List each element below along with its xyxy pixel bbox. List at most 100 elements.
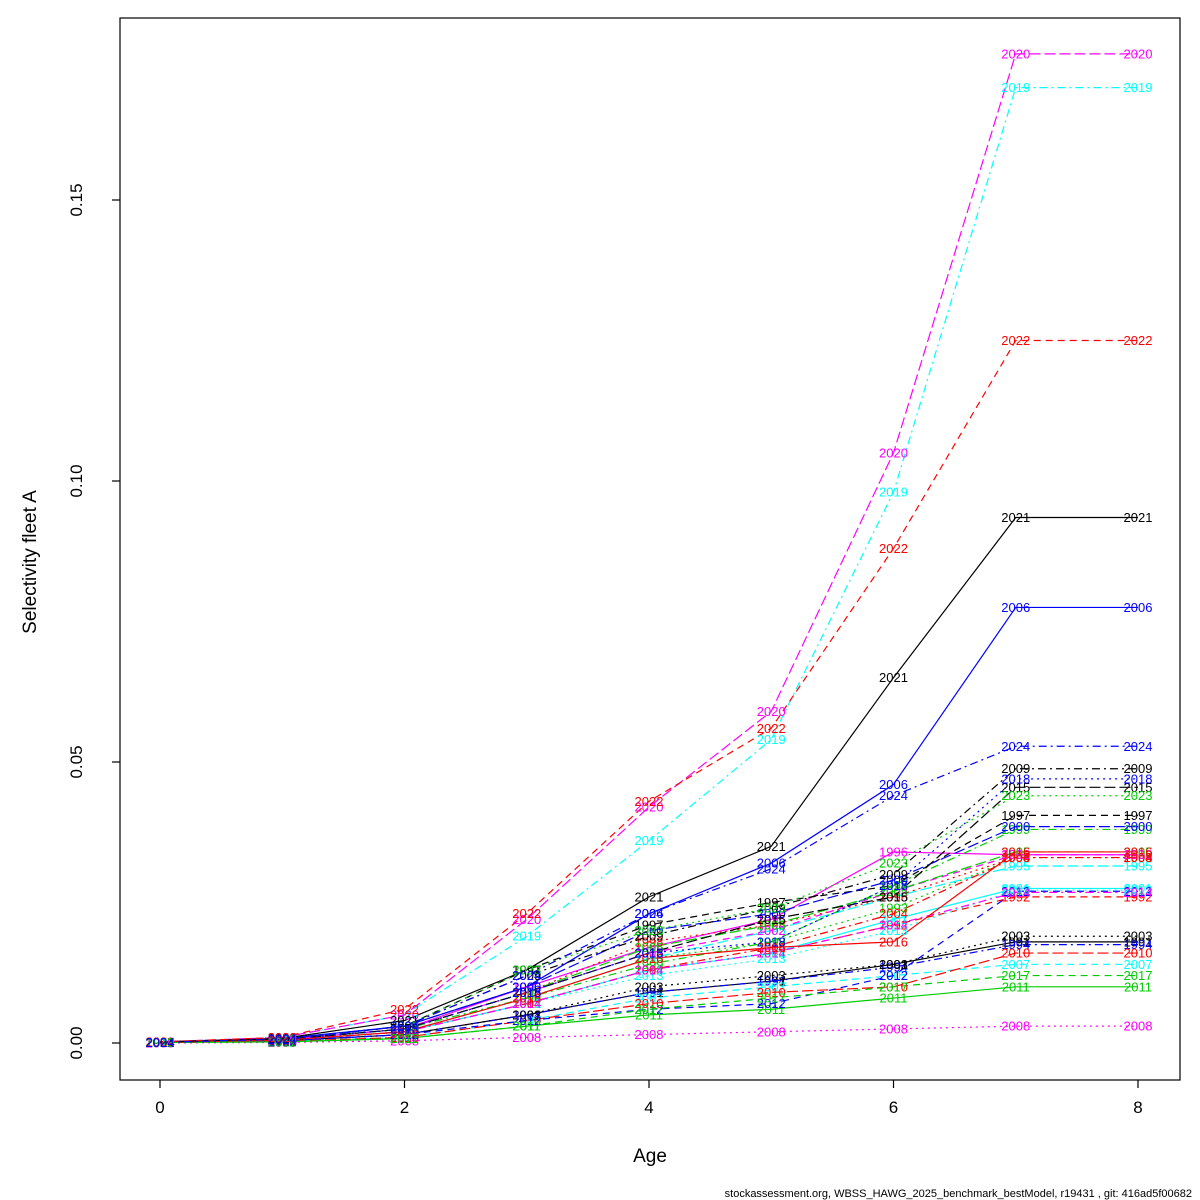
year-point-label-2001: 2001: [268, 1033, 297, 1048]
year-point-label-2004: 2004: [1001, 850, 1030, 865]
year-point-label-2014: 2014: [146, 1035, 175, 1050]
year-point-label-2011: 2011: [146, 1035, 174, 1050]
year-point-label-2014: 2014: [635, 962, 664, 977]
series-line-2000: [159, 826, 1138, 1044]
y-tick-label: 0.00: [67, 1026, 86, 1059]
year-point-label-2013: 2013: [1124, 883, 1153, 898]
year-point-label-2018: 2018: [757, 934, 786, 949]
series-line-2015: [159, 786, 1138, 1044]
year-point-label-1993: 1993: [146, 1035, 175, 1050]
year-point-label-2005: 2005: [390, 1021, 419, 1036]
year-point-label-2015: 2015: [1001, 780, 1030, 795]
year-point-label-2016: 2016: [635, 951, 664, 966]
year-point-label-2003: 2003: [1124, 929, 1153, 944]
year-point-label-2022: 2022: [390, 1002, 419, 1017]
year-point-label-2012: 2012: [879, 968, 908, 983]
year-point-label-1992: 1992: [390, 1024, 419, 1039]
year-point-label-2002: 2002: [512, 985, 541, 1000]
year-point-label-2008: 2008: [268, 1035, 297, 1050]
x-tick-label: 6: [889, 1098, 898, 1117]
year-point-label-2010: 2010: [879, 979, 908, 994]
year-point-label-2007: 2007: [757, 979, 786, 994]
series-line-2017: [159, 974, 1138, 1044]
year-point-label-1998: 1998: [1001, 850, 1030, 865]
year-point-label-1992: 1992: [1124, 889, 1153, 904]
year-point-label-2017: 2017: [635, 1002, 664, 1017]
year-point-label-2020: 2020: [268, 1030, 297, 1045]
x-tick-label: 8: [1133, 1098, 1142, 1117]
year-point-label-2006: 2006: [512, 979, 541, 994]
year-point-label-2006: 2006: [390, 1019, 419, 1034]
year-point-label-2018: 2018: [1001, 771, 1030, 786]
year-point-label-2021: 2021: [879, 670, 908, 685]
year-point-label-2004: 2004: [879, 906, 908, 921]
series-line-2003: [159, 935, 1138, 1044]
year-point-label-2011: 2011: [757, 1002, 785, 1017]
year-point-label-2014: 2014: [1124, 885, 1153, 900]
year-point-label-2010: 2010: [268, 1034, 297, 1049]
year-point-label-2017: 2017: [512, 1019, 541, 1034]
year-point-label-2024: 2024: [879, 788, 908, 803]
year-point-label-2000: 2000: [635, 923, 664, 938]
year-point-label-2002: 2002: [879, 884, 908, 899]
year-point-label-1996: 1996: [146, 1035, 175, 1050]
year-point-label-2024: 2024: [757, 861, 786, 876]
year-point-label-1999: 1999: [268, 1032, 297, 1047]
year-point-label-2023: 2023: [757, 901, 786, 916]
year-point-label-2010: 2010: [757, 985, 786, 1000]
year-point-label-2013: 2013: [390, 1024, 419, 1039]
year-point-label-2007: 2007: [879, 968, 908, 983]
year-point-label-1995: 1995: [390, 1024, 419, 1039]
year-point-label-1992: 1992: [635, 962, 664, 977]
year-point-label-1999: 1999: [1001, 822, 1030, 837]
year-point-label-2021: 2021: [1001, 510, 1030, 525]
year-point-label-1998: 1998: [879, 889, 908, 904]
year-point-label-2008: 2008: [635, 1027, 664, 1042]
year-point-label-2019: 2019: [879, 485, 908, 500]
year-point-label-1993: 1993: [1001, 850, 1030, 865]
year-point-label-2012: 2012: [1001, 884, 1030, 899]
year-point-label-2010: 2010: [146, 1035, 175, 1050]
year-point-label-1994: 1994: [635, 985, 664, 1000]
year-point-label-2005: 2005: [1124, 844, 1153, 859]
year-point-label-2022: 2022: [268, 1030, 297, 1045]
year-point-label-1993: 1993: [635, 951, 664, 966]
year-point-label-2015: 2015: [268, 1032, 297, 1047]
year-point-label-2019: 2019: [390, 1007, 419, 1022]
year-point-label-1993: 1993: [757, 934, 786, 949]
year-point-label-1998: 1998: [757, 917, 786, 932]
year-point-label-2020: 2020: [146, 1034, 175, 1049]
year-point-label-1997: 1997: [1124, 808, 1153, 823]
year-point-label-2023: 2023: [1124, 788, 1153, 803]
year-point-label-2011: 2011: [1002, 979, 1030, 994]
year-point-label-2023: 2023: [879, 856, 908, 871]
year-point-label-1991: 1991: [512, 1007, 541, 1022]
year-point-label-2002: 2002: [757, 923, 786, 938]
year-point-label-2014: 2014: [390, 1024, 419, 1039]
year-point-label-1997: 1997: [390, 1019, 419, 1034]
year-point-label-1994: 1994: [879, 960, 908, 975]
year-point-label-2014: 2014: [1001, 885, 1030, 900]
year-point-label-1998: 1998: [635, 934, 664, 949]
year-point-label-2004: 2004: [390, 1024, 419, 1039]
series-line-2018: [159, 778, 1138, 1044]
year-point-label-2012: 2012: [635, 1002, 664, 1017]
year-point-label-2016: 2016: [1001, 844, 1030, 859]
year-point-label-1997: 1997: [512, 962, 541, 977]
year-point-label-2010: 2010: [390, 1030, 419, 1045]
year-point-label-2001: 2001: [635, 962, 664, 977]
year-point-label-2015: 2015: [146, 1035, 175, 1050]
year-point-label-2019: 2019: [757, 732, 786, 747]
year-point-label-2009: 2009: [1124, 761, 1153, 776]
year-point-label-1992: 1992: [757, 946, 786, 961]
year-point-label-2003: 2003: [635, 979, 664, 994]
year-point-label-1999: 1999: [635, 957, 664, 972]
year-point-label-2015: 2015: [757, 912, 786, 927]
year-point-label-2019: 2019: [1124, 80, 1153, 95]
year-point-label-2002: 2002: [390, 1021, 419, 1036]
year-point-label-2010: 2010: [512, 1013, 541, 1028]
year-point-label-1994: 1994: [390, 1027, 419, 1042]
year-point-label-2002: 2002: [1001, 847, 1030, 862]
year-point-label-2009: 2009: [268, 1032, 297, 1047]
year-point-label-1993: 1993: [1124, 850, 1153, 865]
